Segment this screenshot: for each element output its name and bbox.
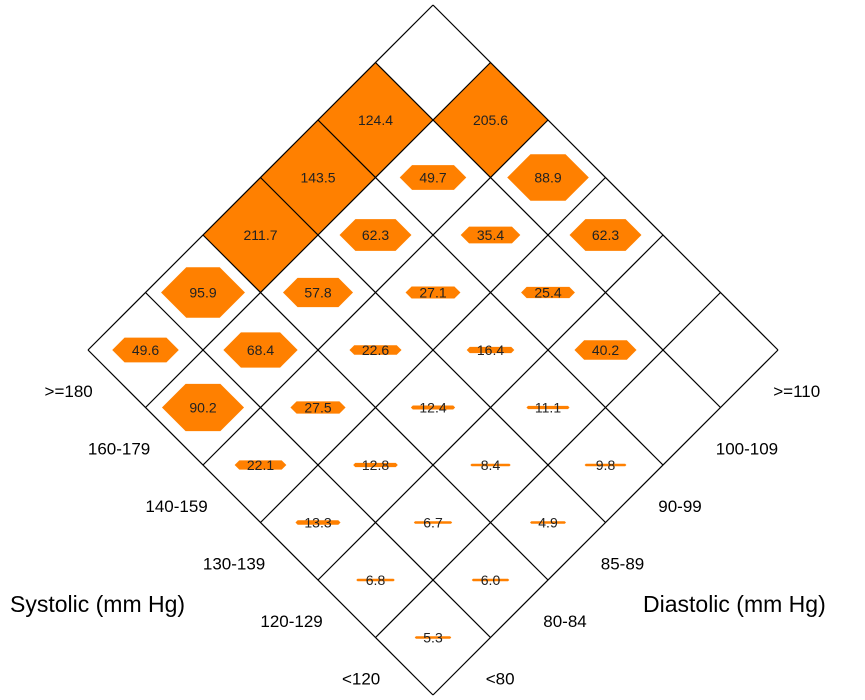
value-label: 12.4 [419, 400, 446, 416]
value-glyph [460, 226, 521, 244]
value-label: 25.4 [534, 285, 561, 301]
systolic-tick-label: <120 [342, 669, 380, 688]
grid-line [375, 62, 721, 408]
systolic-tick-label: 120-129 [260, 612, 322, 631]
value-glyph [414, 636, 452, 639]
value-glyph [569, 219, 642, 251]
diastolic-tick-label: <80 [486, 669, 515, 688]
value-glyph [223, 332, 298, 368]
value-label: 11.1 [535, 400, 561, 416]
value-label: 57.8 [304, 285, 331, 301]
diastolic-axis-title: Diastolic (mm Hg) [643, 591, 826, 617]
diastolic-tick-label: 80-84 [543, 612, 586, 631]
diastolic-tick-label: 90-99 [658, 497, 701, 516]
value-glyph [339, 219, 412, 251]
value-glyph [530, 521, 566, 524]
value-label: 211.7 [244, 227, 278, 243]
value-label: 6.8 [366, 572, 386, 588]
value-glyph [507, 154, 589, 201]
systolic-tick-label: 130-139 [203, 554, 265, 573]
value-glyph [521, 286, 575, 299]
value-glyph [410, 405, 456, 410]
value-label: 95.9 [189, 285, 216, 301]
value-glyph [282, 277, 354, 308]
value-label: 6.0 [481, 572, 501, 588]
value-label: 22.6 [362, 342, 389, 358]
value-glyph [466, 346, 515, 354]
value-label: 49.6 [132, 342, 159, 358]
value-label: 12.8 [362, 457, 389, 473]
value-labels: 5.3 6.0 4.9 9.8 6.8 6.7 8.4 11.1 40.2 13.3 12.8 12.… [132, 112, 619, 646]
value-glyph [295, 520, 341, 525]
value-glyph [161, 267, 245, 318]
value-label: 16.4 [477, 342, 504, 358]
value-label: 27.1 [419, 285, 446, 301]
value-glyph [413, 521, 453, 524]
value-glyph [112, 337, 179, 363]
value-glyph [574, 340, 637, 360]
value-label: 9.8 [596, 457, 616, 473]
value-glyph [356, 578, 395, 582]
value-label: 143.5 [300, 170, 335, 186]
value-label: 5.3 [423, 630, 443, 646]
diastolic-tick-labels: <80 80-84 85-89 90-99 100-109 >=110 [486, 382, 820, 689]
diamond-grid [87, 4, 779, 696]
value-glyph [234, 460, 287, 470]
value-label: 4.9 [538, 515, 558, 531]
value-label: 62.3 [592, 227, 619, 243]
systolic-tick-label: >=180 [45, 382, 93, 401]
value-glyph [405, 286, 461, 299]
value-label: 90.2 [189, 400, 216, 416]
value-label: 205.6 [473, 112, 508, 128]
diastolic-tick-label: 85-89 [601, 554, 644, 573]
systolic-tick-label: 160-179 [88, 439, 150, 458]
grid-line [87, 4, 434, 351]
value-label: 68.4 [247, 342, 274, 358]
value-label: 62.3 [362, 227, 389, 243]
value-glyph [526, 405, 570, 410]
systolic-axis-title: Systolic (mm Hg) [10, 591, 185, 617]
value-label: 49.7 [419, 170, 446, 186]
value-label: 40.2 [592, 342, 619, 358]
grid-line [432, 4, 779, 351]
systolic-tick-labels: <120 120-129 130-139 140-159 160-179 >=180 [45, 382, 381, 689]
value-label: 8.4 [481, 457, 501, 473]
value-label: 88.9 [534, 170, 561, 186]
systolic-tick-label: 140-159 [145, 497, 207, 516]
value-label: 22.1 [247, 457, 274, 473]
diastolic-tick-label: >=110 [773, 382, 820, 401]
value-glyph [399, 165, 467, 190]
value-glyph [161, 383, 245, 432]
value-glyph [349, 345, 402, 355]
value-label: 35.4 [477, 227, 504, 243]
value-label: 13.3 [304, 515, 331, 531]
value-label: 124.4 [358, 112, 393, 128]
value-glyph [470, 463, 511, 467]
value-glyph [353, 462, 398, 468]
value-glyph [290, 401, 346, 414]
value-label: 6.7 [423, 515, 443, 531]
value-glyph [584, 463, 627, 467]
value-glyph [471, 578, 510, 582]
value-label: 27.5 [304, 400, 331, 416]
diastolic-tick-label: 100-109 [716, 439, 778, 458]
